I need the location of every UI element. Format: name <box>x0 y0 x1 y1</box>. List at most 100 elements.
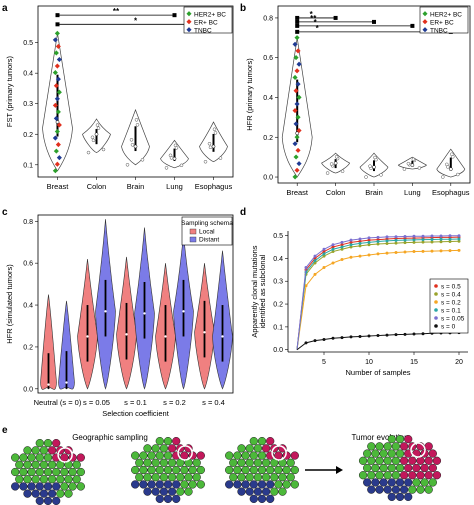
tumor-cell <box>416 456 425 465</box>
x-tick-label-3: Lung <box>166 182 183 191</box>
tumor-cell <box>367 485 376 494</box>
legend-box <box>183 6 233 34</box>
tumor-cell <box>225 480 234 489</box>
tumor-cell <box>60 482 69 491</box>
significance-end <box>295 29 300 34</box>
data-point <box>439 240 443 244</box>
tumor-cell <box>43 482 53 491</box>
legend-marker <box>434 308 438 312</box>
tumor-cell <box>412 463 421 473</box>
tumor-cell <box>428 463 437 473</box>
legend-label-2: TNBC <box>430 28 448 35</box>
panel-c: 0.0 0.2 0.4 0.6 0.8 HFR (simulated tumors) Sel… <box>5 214 234 418</box>
tumor-cell <box>139 480 148 489</box>
legend-swatch <box>189 236 197 243</box>
tumor-cell <box>375 456 384 465</box>
tumor-diagram-1 <box>11 438 85 505</box>
data-point <box>412 240 416 244</box>
panel-label-a: a <box>2 3 8 14</box>
significance-end <box>295 23 300 28</box>
sample-point <box>218 156 223 160</box>
tumor-cell <box>241 451 250 460</box>
sample-point <box>402 167 407 171</box>
significance-label: ** <box>113 7 120 16</box>
data-point <box>412 250 416 254</box>
sampling-circle <box>57 447 73 463</box>
tumor-cell <box>135 458 144 467</box>
panel-label-e: e <box>2 425 8 436</box>
tumor-cell <box>404 434 413 444</box>
data-point <box>394 250 398 254</box>
data-point <box>448 237 452 241</box>
sampling-circle <box>177 445 193 461</box>
breast-sample-point <box>55 109 61 115</box>
tumor-cell <box>47 489 57 498</box>
breast-sample-point <box>52 135 58 141</box>
tumor-cell <box>19 482 28 491</box>
sample-point <box>130 143 135 147</box>
tumor-cell <box>23 460 32 469</box>
tumor-cell <box>274 465 283 475</box>
tumor-cell <box>11 482 20 491</box>
legend-label-5: s = 0 <box>441 323 456 330</box>
legend-marker <box>434 292 438 296</box>
tumor-cell <box>147 480 156 489</box>
tumor-cell <box>188 465 197 475</box>
tumor-cell <box>139 465 148 475</box>
median-point <box>125 333 128 336</box>
sample-point <box>140 158 145 162</box>
tumor-cell <box>245 473 254 482</box>
tumor-diagram-3 <box>225 436 299 504</box>
tumor-cell <box>31 475 40 484</box>
tumor-cell <box>143 487 152 496</box>
sample-point <box>441 175 445 179</box>
tumor-cell <box>399 485 409 494</box>
tumor-cell <box>35 438 44 448</box>
significance-end <box>410 23 415 28</box>
significance-label: ** <box>310 14 317 23</box>
sample-point <box>164 166 169 170</box>
data-point <box>331 243 335 247</box>
tumor-cell <box>424 442 433 451</box>
y-tick-label-2: 0.3 <box>23 101 33 108</box>
sample-point <box>86 150 91 155</box>
panel-label-d: d <box>240 207 246 218</box>
tumor-cell <box>266 494 275 504</box>
tumor-cell <box>270 487 279 496</box>
tumor-cell <box>286 473 295 482</box>
median-point <box>448 167 453 171</box>
tumor-cell <box>416 485 425 494</box>
legend-marker <box>434 316 438 320</box>
tumor-cell <box>15 460 24 469</box>
tumor-cell <box>172 480 181 489</box>
tumor-cell <box>147 451 156 460</box>
tumor-cell <box>261 473 271 482</box>
y-tick-label-0: 0.1 <box>23 162 33 169</box>
tumor-cell <box>404 492 413 502</box>
tumor-cell <box>249 494 258 504</box>
sampling-circle <box>410 442 426 458</box>
y-tick-label-4: 0.8 <box>263 15 273 22</box>
sample-point <box>325 171 330 175</box>
breast-sample-point <box>54 128 60 135</box>
data-point <box>313 259 317 263</box>
sampling-circle <box>271 445 287 461</box>
x-tick-label-1: s = 0.05 <box>83 398 110 407</box>
data-point <box>403 250 407 254</box>
tumor-cell <box>261 458 271 467</box>
significance-label: * <box>134 16 138 25</box>
y-tick-label-1: 0.2 <box>263 135 273 142</box>
tumor-cell <box>39 460 49 469</box>
sample-point <box>334 155 339 159</box>
tumor-cell <box>363 449 372 458</box>
data-point <box>322 247 326 251</box>
y-axis-title: HFR (simulated tumors) <box>5 264 14 344</box>
sample-point <box>406 161 411 166</box>
arrow-icon <box>305 466 343 474</box>
tumor-cell <box>52 438 61 448</box>
sample-point <box>96 126 101 130</box>
tumor-cell <box>395 478 405 487</box>
data-point <box>313 254 317 258</box>
data-point <box>349 243 353 247</box>
